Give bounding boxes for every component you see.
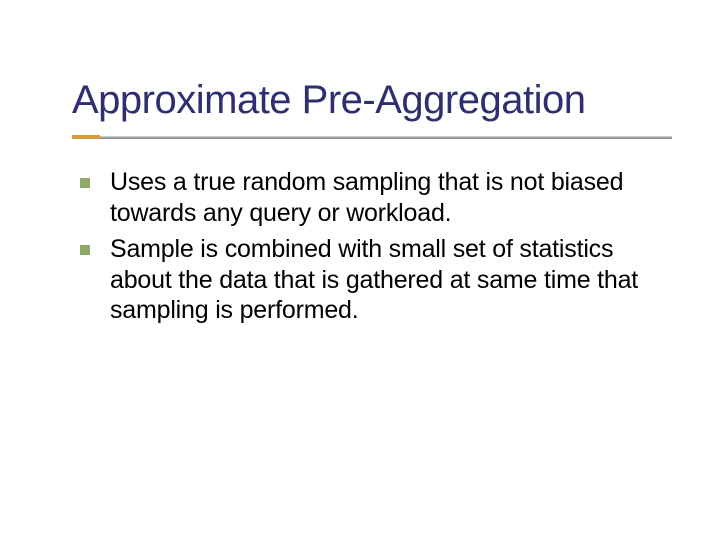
bullet-text: Sample is combined with small set of sta…	[110, 234, 652, 326]
list-item: Sample is combined with small set of sta…	[110, 234, 652, 326]
square-bullet-icon	[80, 245, 90, 255]
list-item: Uses a true random sampling that is not …	[110, 167, 652, 228]
title-container: Approximate Pre-Aggregation	[0, 0, 720, 122]
slide-title: Approximate Pre-Aggregation	[72, 78, 672, 122]
bullet-text: Uses a true random sampling that is not …	[110, 167, 652, 228]
body-area: Uses a true random sampling that is not …	[0, 139, 720, 326]
title-accent-bar	[72, 135, 100, 139]
square-bullet-icon	[80, 178, 90, 188]
slide: Approximate Pre-Aggregation Uses a true …	[0, 0, 720, 540]
